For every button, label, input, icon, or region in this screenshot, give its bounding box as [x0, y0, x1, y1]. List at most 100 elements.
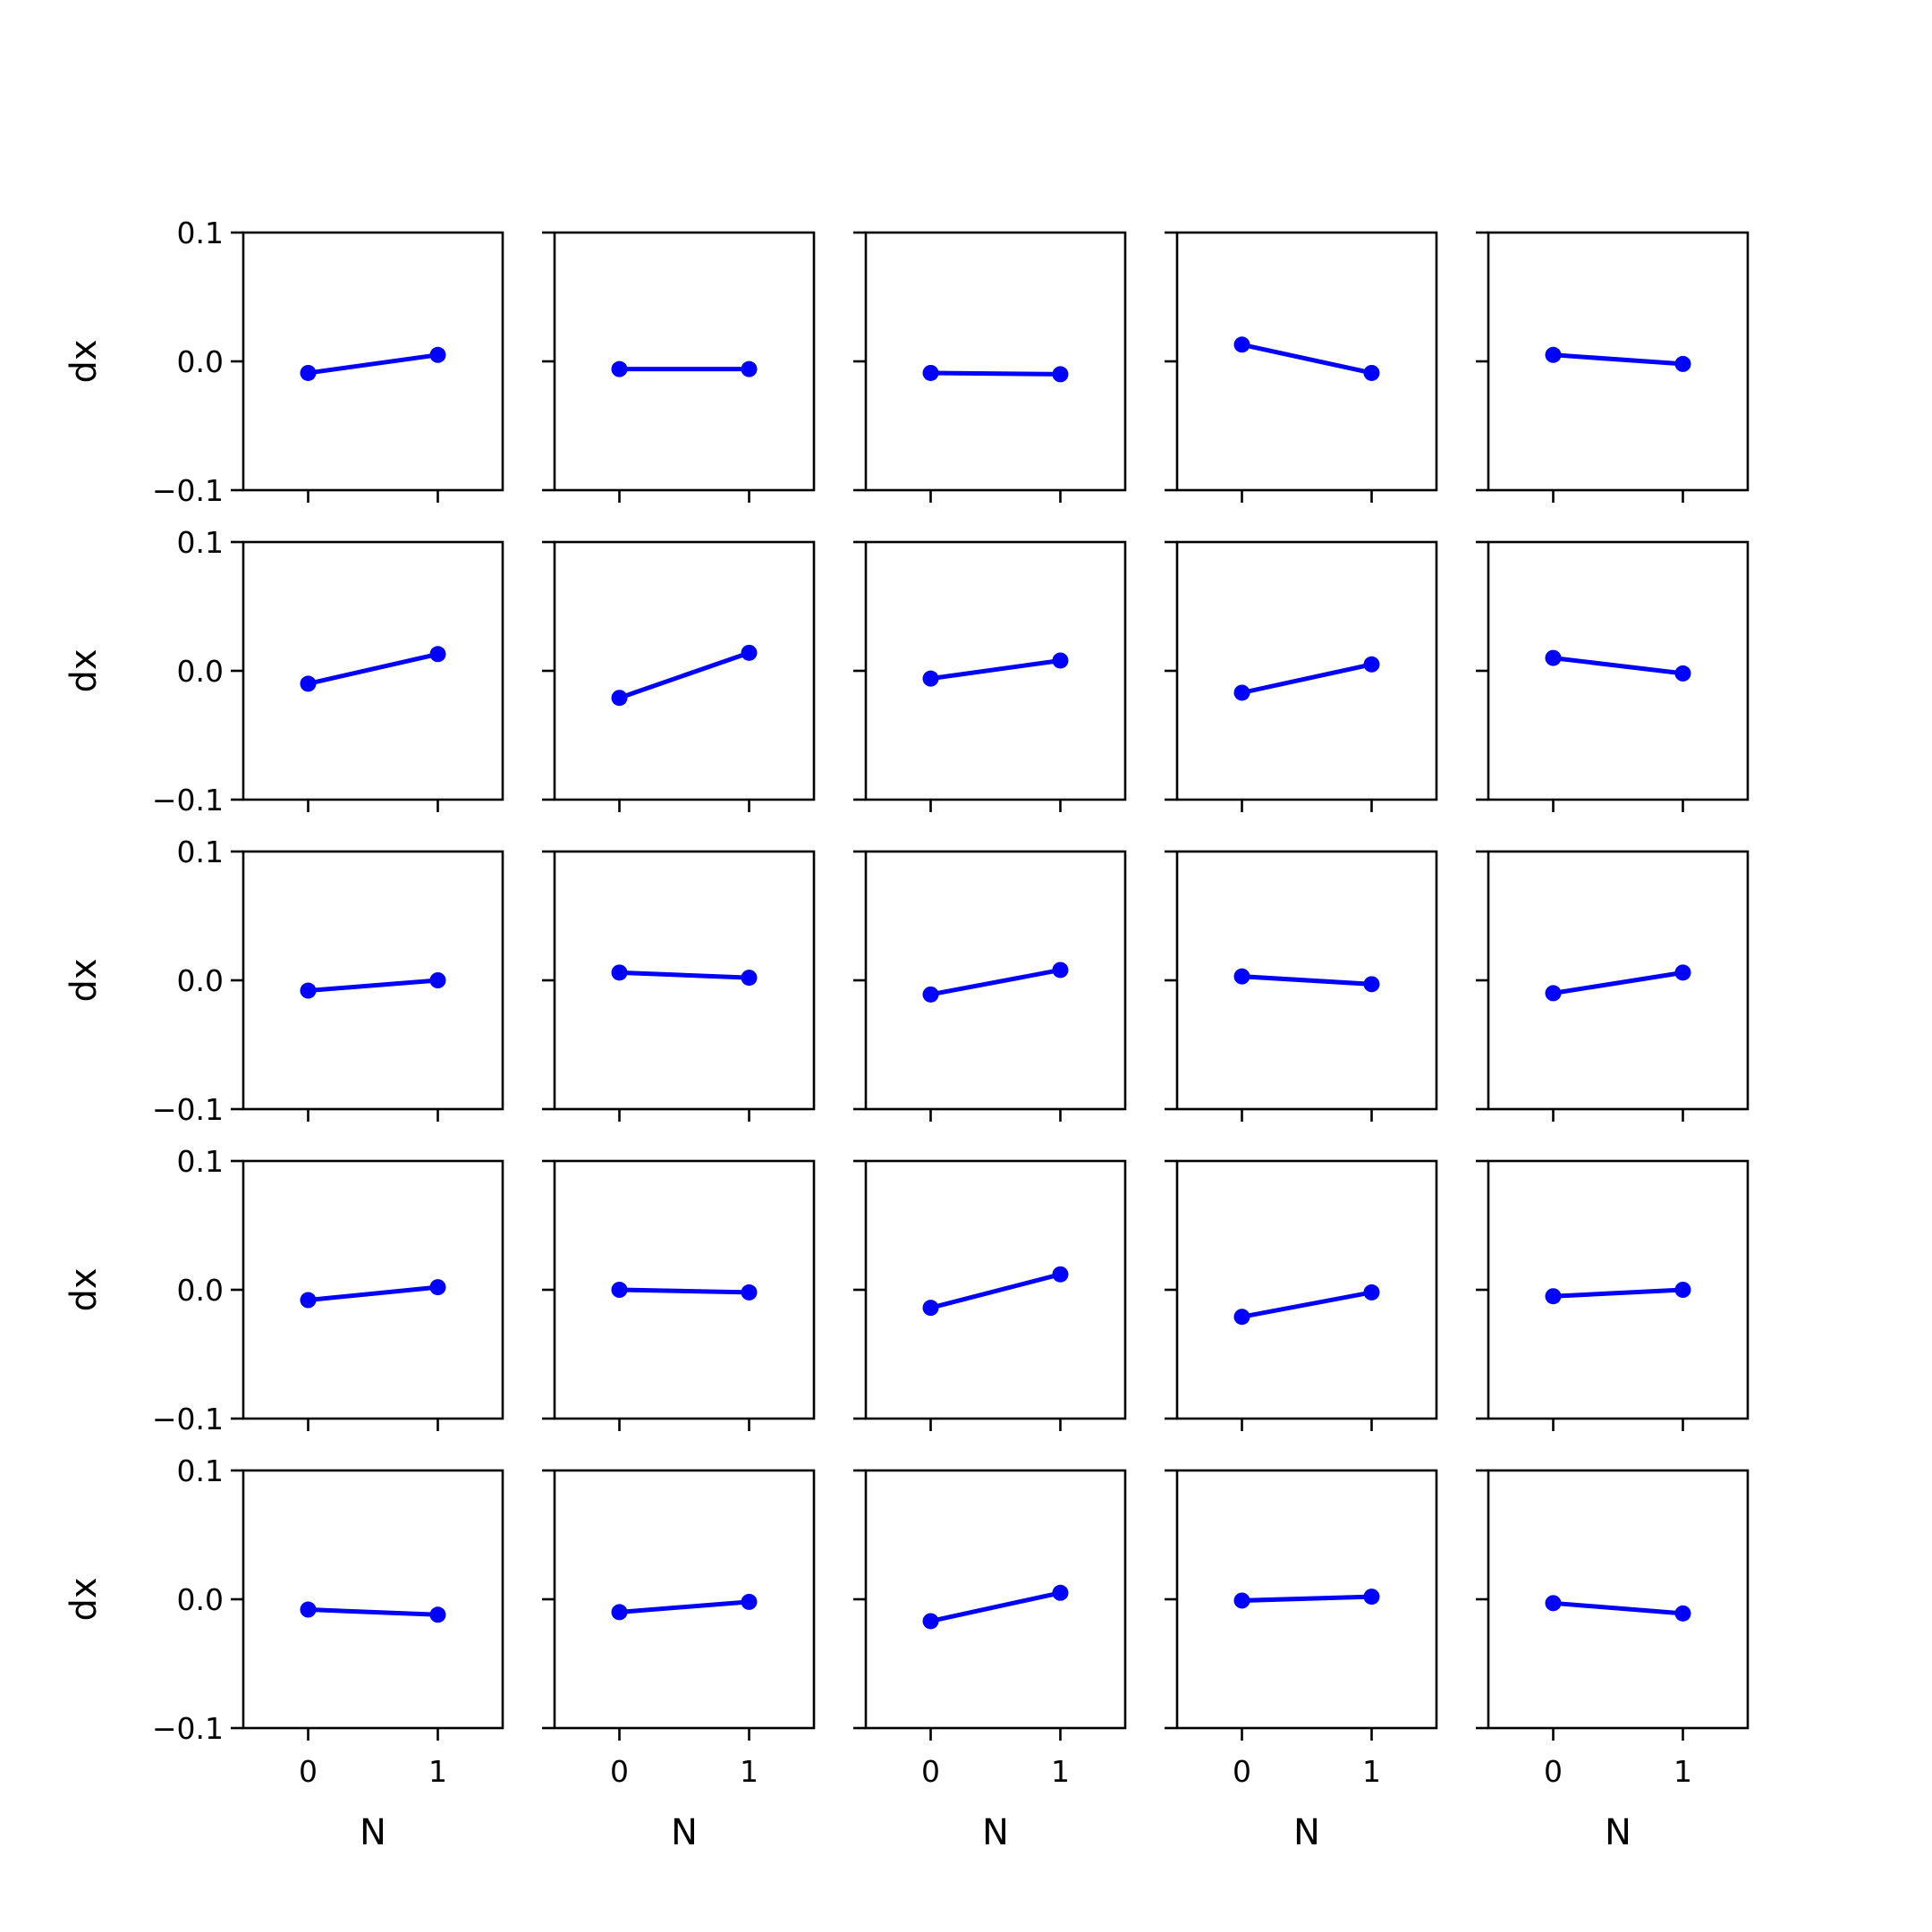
series-line — [928, 967, 1063, 997]
data-point — [1545, 985, 1562, 1002]
panel-0-0: −0.1 0.0 0.1 dx — [64, 216, 504, 508]
axes-frame — [1487, 540, 1750, 801]
series-line — [928, 657, 1063, 682]
series-line — [306, 352, 440, 376]
y-tick-label: 0.0 — [177, 654, 224, 689]
y-tick-label: 0.0 — [177, 1273, 224, 1308]
data-point — [1233, 1592, 1250, 1609]
data-point — [429, 346, 446, 363]
data-point — [300, 1292, 317, 1309]
panel-0-4 — [1476, 231, 1750, 503]
series-line — [1551, 1287, 1685, 1299]
axes-frame — [242, 1159, 504, 1420]
series-line — [1551, 1600, 1685, 1616]
data-point — [741, 360, 758, 377]
data-point — [611, 1604, 628, 1621]
series-line — [617, 650, 751, 700]
y-tick-label: −0.1 — [152, 1711, 224, 1746]
series-line — [928, 1590, 1063, 1623]
data-point — [300, 1601, 317, 1618]
panel-2-2 — [853, 850, 1127, 1122]
series-line — [928, 370, 1063, 377]
data-point — [1233, 968, 1250, 985]
axes-frame — [242, 1469, 504, 1730]
data-point — [741, 970, 758, 987]
panel-1-3 — [1165, 540, 1438, 812]
panel-3-1 — [542, 1159, 816, 1431]
panel-2-1 — [542, 850, 816, 1122]
data-point — [1052, 366, 1069, 383]
data-point — [611, 360, 628, 377]
panel-3-3 — [1165, 1159, 1438, 1431]
data-point — [429, 972, 446, 988]
series-line — [1551, 970, 1685, 996]
panel-1-1 — [542, 540, 816, 812]
series-line — [1551, 656, 1685, 676]
data-point — [1052, 1266, 1069, 1283]
x-axis-label: N — [1293, 1812, 1320, 1853]
data-point — [429, 1279, 446, 1296]
x-tick-label: 1 — [1674, 1754, 1692, 1789]
x-tick-label: 1 — [740, 1754, 758, 1789]
data-point — [300, 982, 317, 999]
x-tick-label: 0 — [921, 1754, 940, 1789]
series-line — [1240, 342, 1374, 376]
y-tick-label: 0.1 — [177, 216, 224, 250]
data-point — [1674, 1282, 1691, 1298]
data-point — [611, 964, 628, 981]
panel-4-4: 0 1 N — [1476, 1469, 1750, 1853]
panel-3-2 — [853, 1159, 1127, 1431]
x-axis-label: N — [1605, 1812, 1631, 1853]
series-line — [617, 1599, 751, 1614]
data-point — [1233, 684, 1250, 701]
series-line — [617, 970, 751, 980]
data-point — [1233, 336, 1250, 353]
y-axis-label: dx — [64, 648, 105, 692]
panel-2-3 — [1165, 850, 1438, 1122]
series-line — [1240, 1594, 1374, 1603]
axes-frame — [553, 850, 816, 1111]
y-tick-label: 0.1 — [177, 1453, 224, 1488]
y-tick-label: −0.1 — [152, 1402, 224, 1436]
panel-1-4 — [1476, 540, 1750, 812]
axes-frame — [1175, 1159, 1438, 1420]
data-point — [611, 690, 628, 707]
axes-frame — [864, 1469, 1127, 1730]
series-line — [928, 1272, 1063, 1310]
data-point — [300, 675, 317, 692]
data-point — [1674, 964, 1691, 981]
data-point — [1233, 1309, 1250, 1326]
series-line — [1551, 352, 1685, 367]
data-point — [1363, 364, 1380, 381]
x-axis-label: N — [982, 1812, 1009, 1853]
data-point — [1674, 355, 1691, 372]
data-point — [1052, 652, 1069, 669]
data-point — [922, 364, 939, 381]
y-tick-label: 0.0 — [177, 963, 224, 998]
data-point — [922, 1613, 939, 1630]
data-point — [741, 644, 758, 661]
panel-3-0: −0.1 0.0 0.1 dx — [64, 1144, 504, 1436]
y-tick-label: 0.0 — [177, 344, 224, 379]
data-point — [741, 1284, 758, 1301]
data-point — [1545, 1595, 1562, 1612]
panel-4-1: 0 1 N — [542, 1469, 816, 1853]
panel-0-2 — [853, 231, 1127, 503]
y-tick-label: −0.1 — [152, 783, 224, 818]
axes-frame — [242, 231, 504, 492]
axes-frame — [1487, 1159, 1750, 1420]
panel-1-2 — [853, 540, 1127, 812]
panel-0-3 — [1165, 231, 1438, 503]
axes-frame — [1487, 1469, 1750, 1730]
data-point — [1545, 1288, 1562, 1305]
x-axis-label: N — [360, 1812, 386, 1853]
x-tick-label: 0 — [299, 1754, 318, 1789]
x-axis-label: N — [671, 1812, 698, 1853]
x-tick-label: 1 — [1362, 1754, 1381, 1789]
data-point — [1363, 1284, 1380, 1301]
data-point — [300, 364, 317, 381]
panel-1-0: −0.1 0.0 0.1 dx — [64, 525, 504, 818]
data-point — [611, 1282, 628, 1298]
axes-frame — [553, 231, 816, 492]
